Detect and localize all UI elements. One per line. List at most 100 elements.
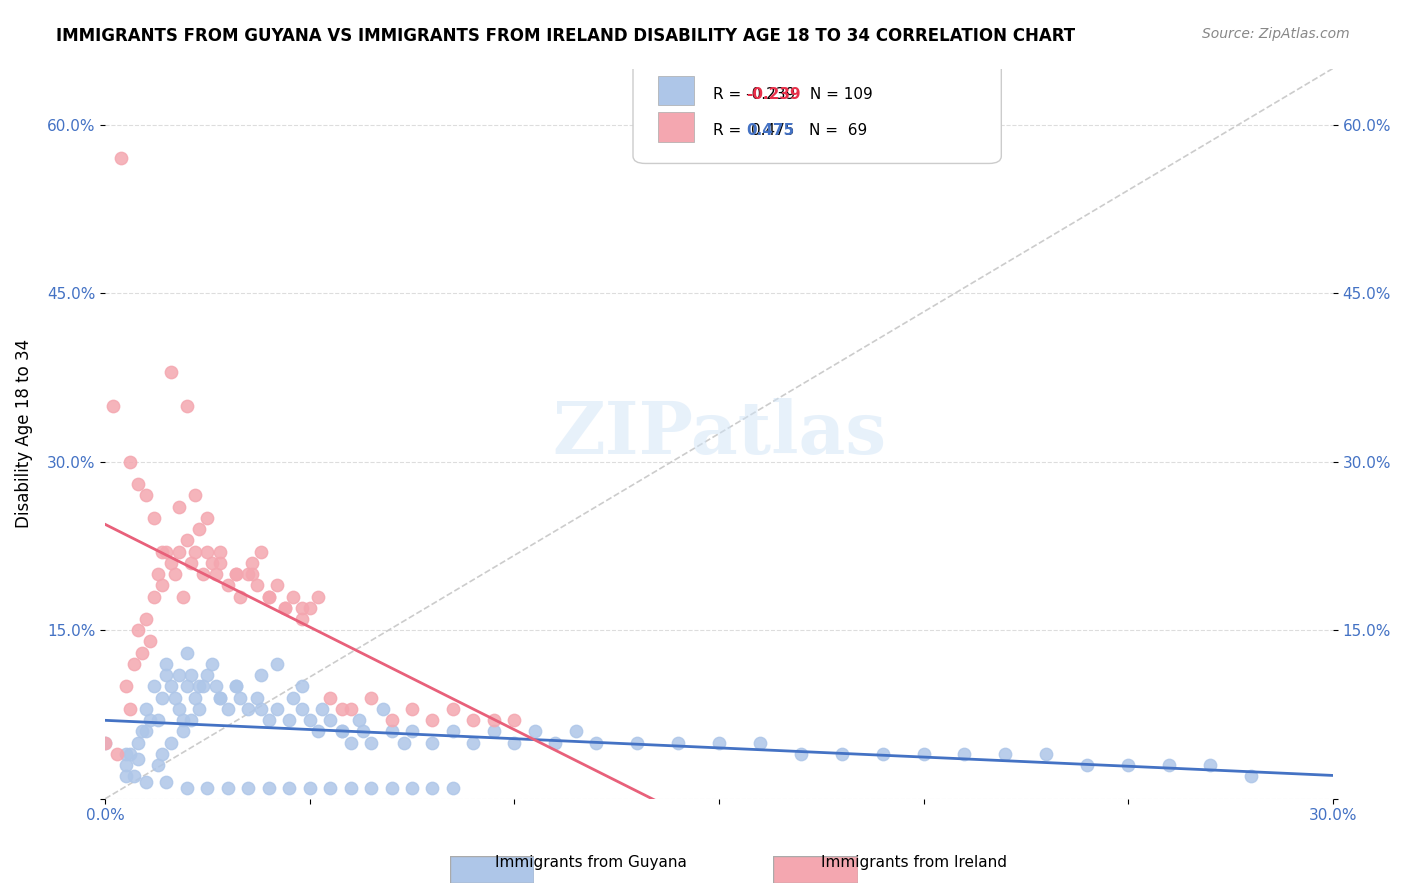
Point [373, 702, 395, 716]
Text: -0.239: -0.239 [747, 87, 800, 102]
Point [127, 477, 149, 491]
Point [274, 600, 297, 615]
FancyBboxPatch shape [658, 76, 695, 105]
Point [422, 780, 444, 795]
FancyBboxPatch shape [633, 54, 1001, 163]
Point [193, 567, 215, 582]
Point [180, 713, 202, 727]
Point [163, 690, 186, 705]
Point [707, 735, 730, 749]
Point [180, 556, 202, 570]
Point [249, 668, 271, 682]
Y-axis label: Disability Age 18 to 34: Disability Age 18 to 34 [15, 339, 32, 528]
Point [225, 567, 247, 582]
Point [217, 780, 239, 795]
Point [307, 724, 329, 739]
Point [167, 702, 190, 716]
Point [339, 780, 361, 795]
Point [105, 747, 128, 761]
Point [127, 735, 149, 749]
Point [197, 544, 219, 558]
Point [319, 780, 342, 795]
Point [176, 646, 198, 660]
Point [184, 544, 207, 558]
Point [994, 747, 1017, 761]
Point [238, 780, 260, 795]
Point [155, 775, 177, 789]
Text: 0.475: 0.475 [747, 123, 794, 138]
Point [193, 680, 215, 694]
Point [380, 724, 402, 739]
Point [748, 735, 770, 749]
Point [441, 780, 464, 795]
Point [266, 657, 288, 671]
Point [229, 590, 252, 604]
Point [114, 769, 136, 783]
Text: Immigrants from Ireland: Immigrants from Ireland [821, 855, 1007, 870]
Point [143, 680, 166, 694]
Point [184, 488, 207, 502]
Point [666, 735, 689, 749]
Point [114, 758, 136, 772]
Point [283, 590, 305, 604]
Point [188, 522, 211, 536]
Point [131, 646, 153, 660]
Point [159, 680, 181, 694]
Point [872, 747, 894, 761]
Point [503, 735, 526, 749]
Text: ZIPatlas: ZIPatlas [553, 398, 886, 469]
Point [283, 690, 305, 705]
Point [1116, 758, 1139, 772]
Point [143, 590, 166, 604]
Point [463, 713, 485, 727]
Point [152, 578, 174, 592]
Point [245, 578, 267, 592]
Point [503, 713, 526, 727]
Point [118, 702, 141, 716]
Point [238, 567, 260, 582]
Point [188, 680, 211, 694]
Point [217, 578, 239, 592]
Point [114, 747, 136, 761]
Point [347, 713, 370, 727]
Point [167, 544, 190, 558]
Point [139, 713, 162, 727]
Point [290, 702, 312, 716]
Point [172, 713, 194, 727]
Point [148, 758, 170, 772]
Point [360, 780, 382, 795]
Point [135, 702, 157, 716]
Point [266, 578, 288, 592]
Point [159, 365, 181, 379]
Point [278, 713, 301, 727]
Point [626, 735, 648, 749]
Point [298, 600, 321, 615]
Point [197, 668, 219, 682]
Point [167, 500, 190, 514]
Text: IMMIGRANTS FROM GUYANA VS IMMIGRANTS FROM IRELAND DISABILITY AGE 18 TO 34 CORREL: IMMIGRANTS FROM GUYANA VS IMMIGRANTS FRO… [56, 27, 1076, 45]
Point [482, 713, 505, 727]
Point [208, 690, 231, 705]
Point [188, 702, 211, 716]
Point [831, 747, 853, 761]
Point [127, 752, 149, 766]
Point [585, 735, 607, 749]
Point [152, 690, 174, 705]
Point [245, 690, 267, 705]
Point [118, 455, 141, 469]
Point [135, 612, 157, 626]
Point [332, 724, 354, 739]
Point [319, 690, 342, 705]
Point [159, 735, 181, 749]
Point [1199, 758, 1222, 772]
Point [200, 657, 222, 671]
Point [148, 713, 170, 727]
Point [152, 544, 174, 558]
Point [155, 544, 177, 558]
Point [229, 690, 252, 705]
Point [172, 590, 194, 604]
Point [401, 724, 423, 739]
Point [360, 690, 382, 705]
Point [311, 702, 333, 716]
Point [319, 713, 342, 727]
